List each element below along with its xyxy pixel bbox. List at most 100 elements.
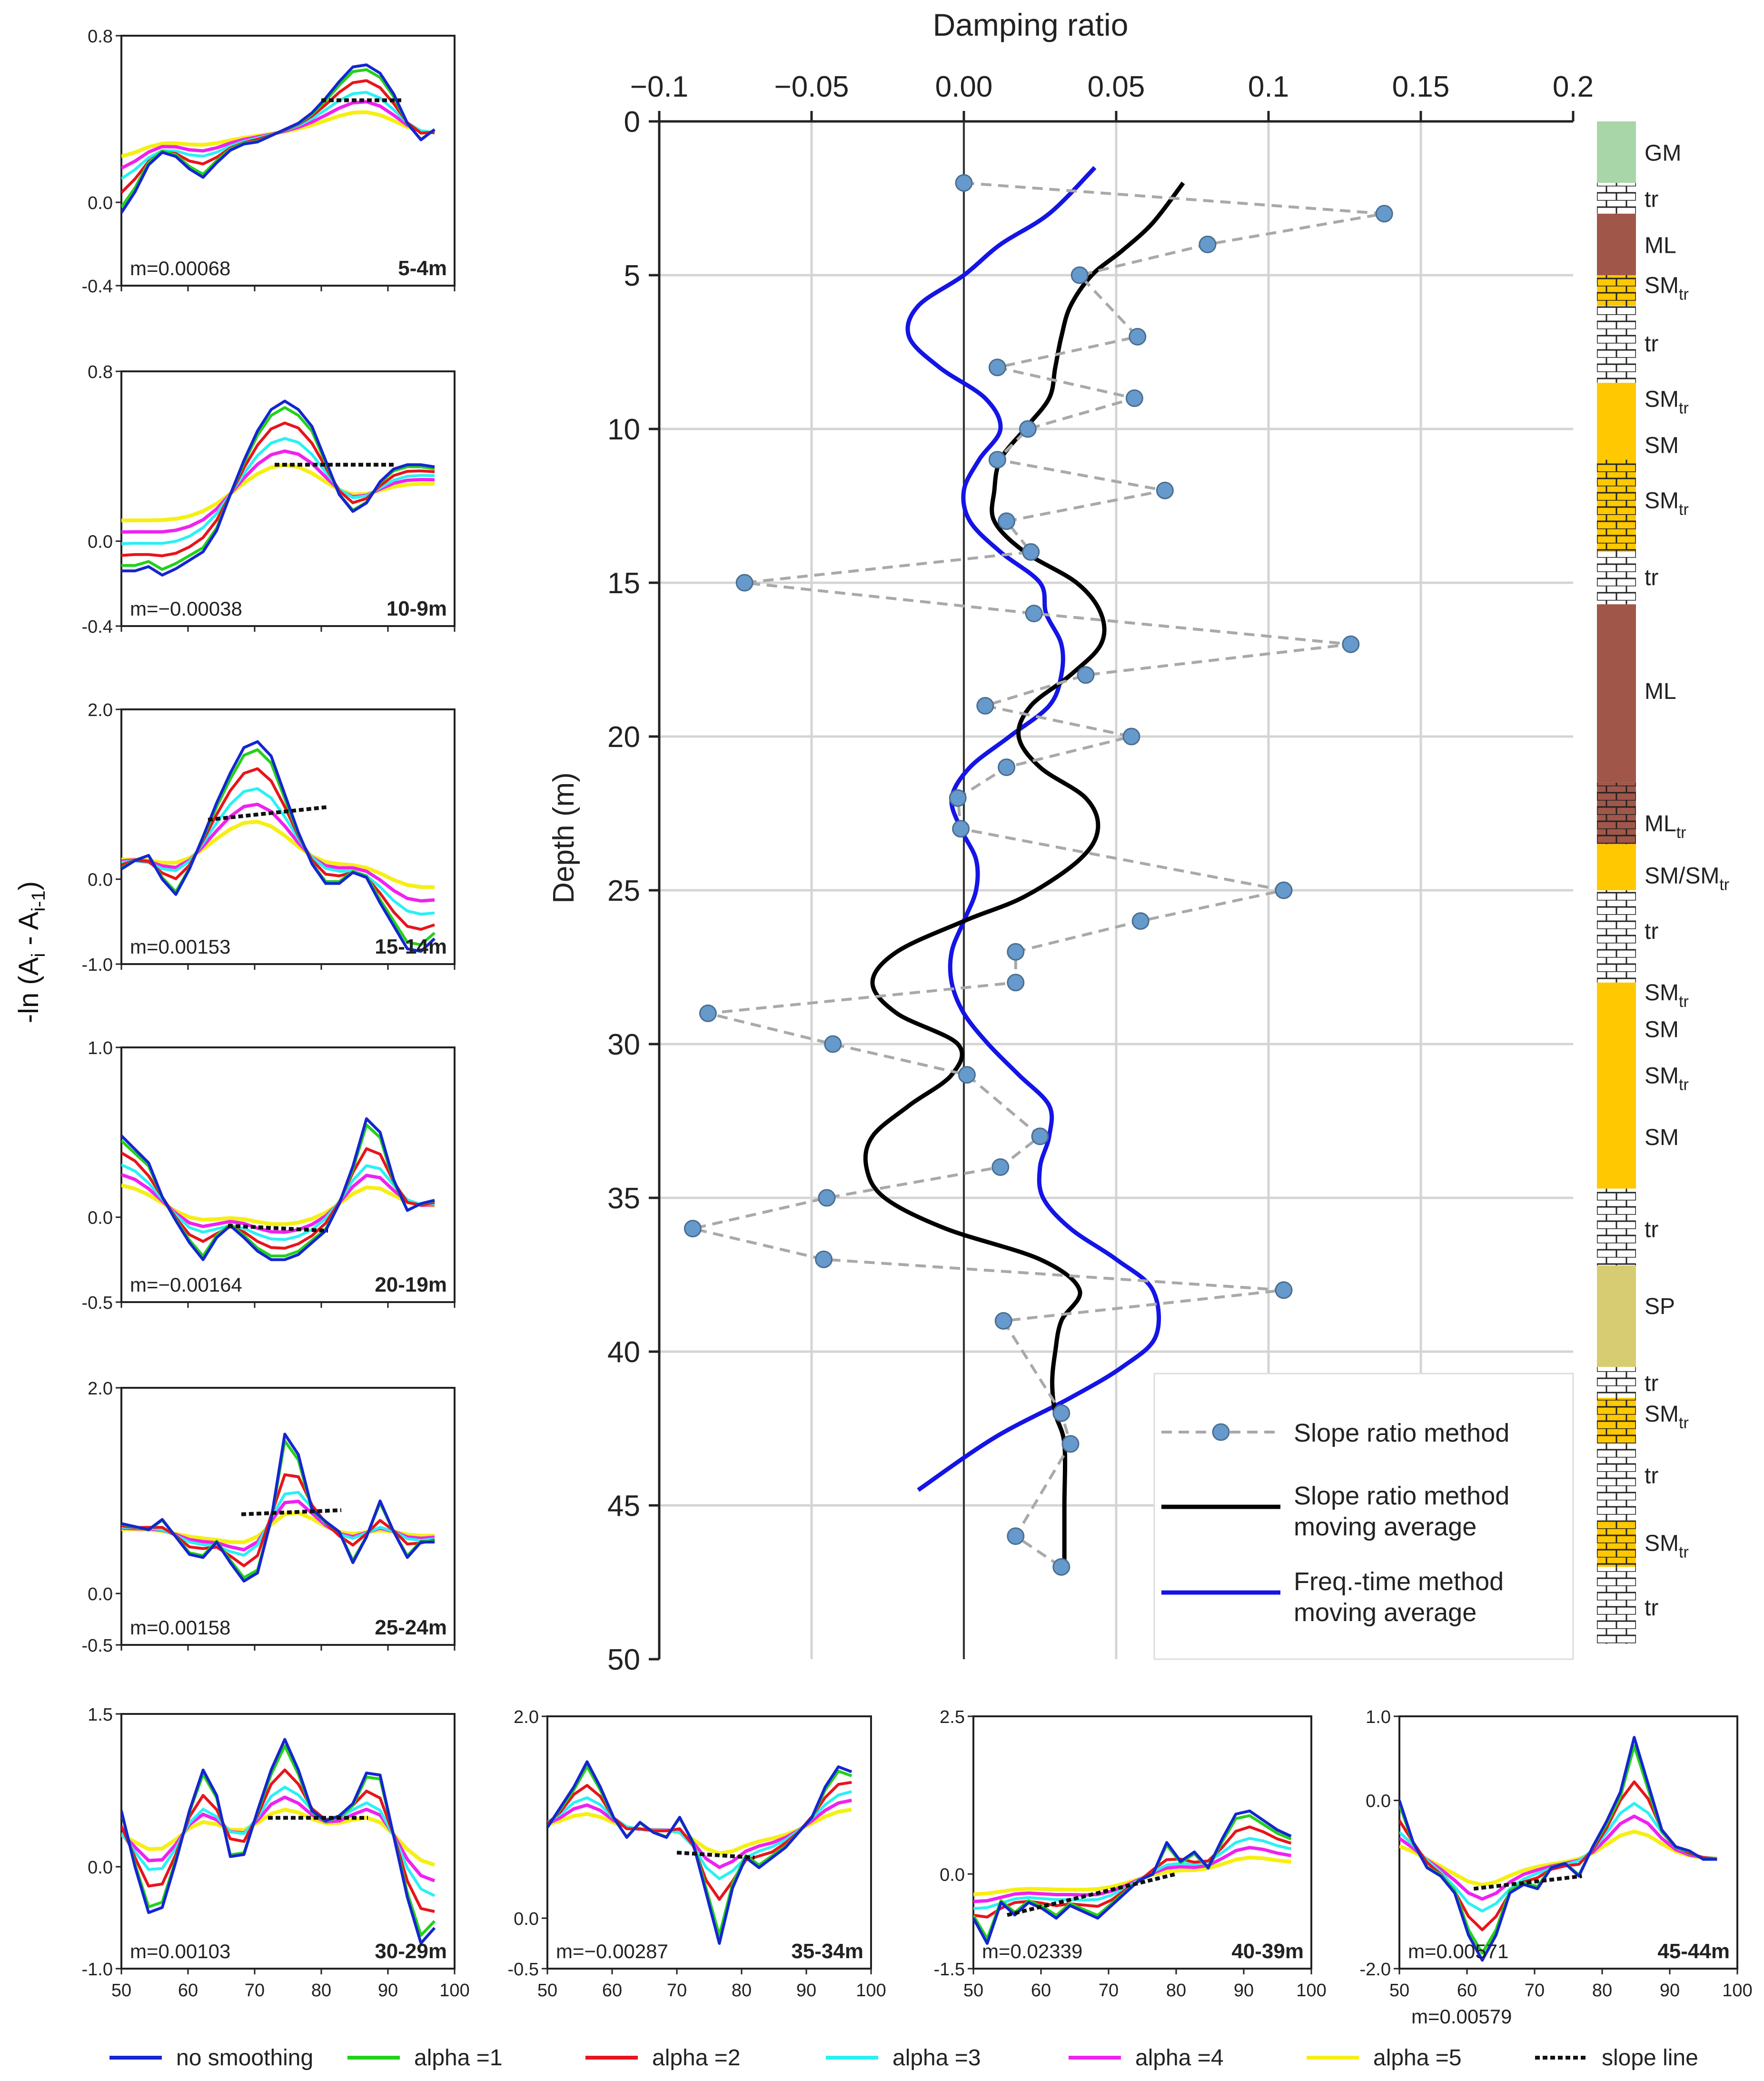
data-point [1129,328,1147,346]
soil-layer-SM [1597,383,1636,460]
panel-curves [973,1809,1292,1945]
panel-depth-label: 40-39m [1231,1940,1304,1963]
soil-label: SMtr [1645,1531,1689,1562]
panel-y-tick-label: -1.5 [934,1960,965,1980]
panel-y-tick-label: 0.0 [88,193,113,213]
y-tick-label: 25 [607,875,640,907]
panel-35-34m: -0.5 0.0 2.0 50 60 70 80 90 100 m=−0.00287 35-34m [508,1707,886,2001]
panel-curves [1399,1736,1717,1962]
soil-hatch [1597,1567,1636,1644]
panel-30-29m: -1.0 0.0 1.5 50 60 70 80 90 100 m=0.00103 30-29m [82,1705,470,2001]
panel-depth-label: 45-44m [1657,1940,1730,1963]
soil-label: SMtr [1645,980,1689,1011]
soil-label-main: tr [1645,919,1658,944]
panel-y-tick-label: -0.4 [82,277,113,297]
shared-ylabel-text: -ln (Ai - Ai-1) [13,881,49,1023]
panel-x-tick-label: 60 [178,1981,198,2001]
soil-layer-SM [1597,982,1636,1189]
curve-alpha5 [121,819,435,889]
data-point [952,820,970,838]
legend-label-no_smoothing: no smoothing [176,2045,313,2071]
panel-depth-label: 10-9m [386,597,447,620]
panel-x-tick-label: 80 [732,1981,752,2001]
panel-x-tick-label: 100 [439,1981,469,2001]
curve-alpha5 [1399,1830,1717,1887]
data-point [1131,912,1150,930]
slope-line [1007,1872,1177,1917]
x-tick-label: −0.05 [774,70,849,103]
legend-label-alpha2: alpha =2 [652,2045,741,2071]
panel-depth-label: 15-14m [375,935,447,958]
curve-no_smoothing [121,1117,435,1261]
y-tick-label: 50 [607,1643,640,1676]
data-point [949,789,967,807]
slope-line [1473,1874,1582,1891]
panel-frame [120,1046,456,1303]
soil-label: MLtr [1645,811,1686,842]
data-point [1342,635,1360,653]
panel-y-tick-label: 2.0 [514,1707,539,1727]
data-point [998,512,1016,530]
y-tick-label: 0 [624,106,640,139]
data-point [815,1250,833,1268]
soil-label-main: SM [1645,980,1679,1006]
soil-label: tr [1645,1595,1658,1621]
soil-label-main: tr [1645,187,1658,212]
soil-label-main: ML [1645,679,1676,704]
soil-hatch [1597,183,1636,214]
soil-label-main: tr [1645,331,1658,357]
series-freq-time-moving-average [905,166,1161,1492]
curve-no_smoothing [121,63,436,214]
data-point [684,1220,702,1238]
panel-y-tick-label: 0.0 [514,1909,539,1929]
panel-y-tick-label: -0.5 [82,1636,113,1656]
panel-curves [121,1738,436,1945]
panel-x-tick-label: 90 [1234,1981,1254,2001]
panel-y-tick-label: 0.0 [88,870,113,890]
y-tick-label: 40 [607,1336,640,1369]
data-point [1122,727,1140,746]
soil-label-sub: tr [1679,285,1689,303]
soil-label-main: SM [1645,387,1679,412]
curve-no_smoothing [121,399,435,577]
x-axis-title: Damping ratio [933,7,1129,42]
panel-x-tick-label: 80 [311,1981,331,2001]
soil-label: SM/SMtr [1645,864,1729,894]
panel-slope-value-2: m=0.00579 [1411,2005,1512,2028]
soil-label-main: tr [1645,1463,1658,1488]
panel-y-tick-label: 1.0 [1366,1707,1391,1727]
panel-x-tick-label: 70 [1525,1981,1545,2001]
x-tick-label: −0.1 [630,70,688,103]
soil-label: tr [1645,565,1658,590]
panel-curves [121,63,436,214]
data-point [1070,266,1089,284]
data-point [735,574,753,592]
legend-box [1153,1373,1574,1660]
data-point [818,1189,836,1207]
soil-layer-SP [1597,1265,1636,1367]
panel-slope-value: m=−0.00164 [130,1274,242,1296]
curve-alpha4 [121,802,435,903]
panel-20-19m: -0.5 0.0 1.0 m=−0.00164 20-19m [82,1038,456,1313]
legend-label-alpha5: alpha =5 [1373,2045,1462,2071]
curve-no_smoothing [1399,1736,1717,1962]
panel-y-tick-label: 1.5 [88,1705,113,1725]
legend-label-alpha4: alpha =4 [1135,2045,1224,2071]
panel-x-tick-label: 50 [963,1981,983,2001]
soil-label-main: GM [1645,141,1681,166]
y-tick-label: 15 [607,567,640,600]
legend-label-alpha1: alpha =1 [414,2045,503,2071]
curve-alpha2 [121,421,435,558]
soil-label-main: SM/SM [1645,864,1719,889]
panel-y-tick-label: 0.0 [1366,1792,1391,1812]
main-chart: −0.1 −0.05 0.00 0.05 0.1 0.15 0.2 0 5 10 15 20 25 30 3… [547,7,1594,1676]
y-tick-label: 10 [607,413,640,446]
panel-slope-value: m=0.00103 [130,1940,230,1962]
panel-x-tick-label: 70 [245,1981,265,2001]
x-tick-label: 0.05 [1088,70,1145,103]
panel-y-tick-label: 0.8 [88,362,113,382]
panel-depth-label: 30-29m [375,1940,447,1963]
panel-slope-value: m=0.02339 [982,1940,1082,1962]
soil-column: GMtrMLSMtrtrSMtrSMSMtrtrMLMLtrSM/SMtrtrS… [1597,121,1729,1644]
panel-x-tick-label: 100 [856,1981,886,2001]
